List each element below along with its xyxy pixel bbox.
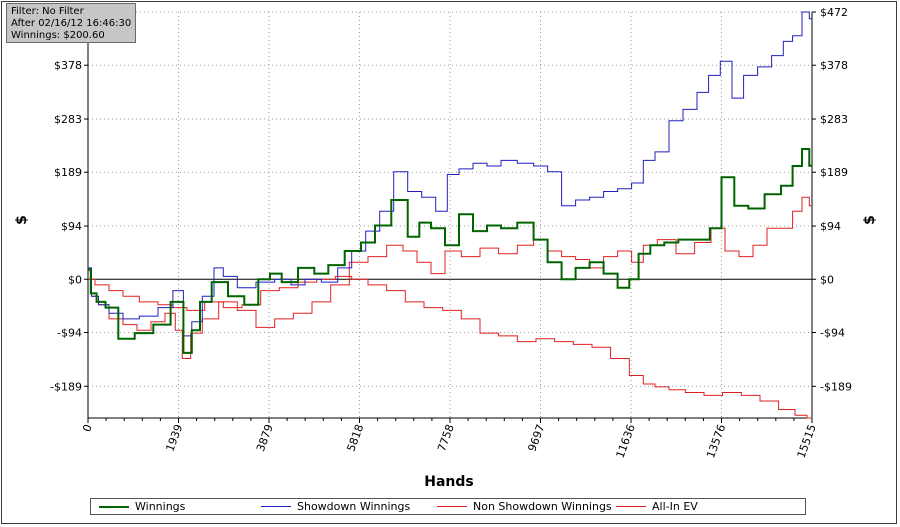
y-tick-label-right: -$94 — [820, 326, 845, 339]
y-tick-label-right: $0 — [820, 273, 834, 286]
legend-label: Showdown Winnings — [297, 500, 411, 513]
x-tick-label: 3879 — [254, 423, 276, 454]
filter-info-box: Filter: No Filter After 02/16/12 16:46:3… — [6, 3, 136, 43]
series-line-all-in-ev — [88, 196, 812, 359]
legend-label: Non Showdown Winnings — [473, 500, 612, 513]
filter-date-text: After 02/16/12 16:46:30 — [11, 18, 132, 29]
y-tick-label-left: -$94 — [57, 326, 82, 339]
legend-label: All-In EV — [652, 500, 698, 513]
legend-swatch — [437, 506, 467, 507]
x-tick-label: 13576 — [704, 423, 728, 460]
x-tick-label: 11636 — [614, 423, 638, 460]
series-layer — [88, 11, 812, 419]
y-tick-label-left: $0 — [68, 273, 82, 286]
legend-swatch — [616, 506, 646, 507]
y-tick-label-right: $472 — [820, 6, 848, 19]
legend-item-showdown-winnings: Showdown Winnings — [261, 499, 410, 514]
legend-item-non-showdown-winnings: Non Showdown Winnings — [437, 499, 612, 514]
legend-label: Winnings — [135, 500, 186, 513]
x-tick-label: 15515 — [795, 423, 819, 460]
y-tick-label-right: $189 — [820, 166, 848, 179]
legend-swatch — [99, 505, 129, 508]
legend-swatch — [261, 506, 291, 507]
series-line-non-showdown-winnings — [88, 275, 812, 419]
series-line-winnings — [88, 148, 812, 354]
filter-winnings-text: Winnings: $200.60 — [11, 30, 105, 41]
y-tick-label-left: $378 — [54, 59, 82, 72]
x-axis-title: Hands — [424, 474, 474, 490]
series-line-showdown-winnings — [88, 11, 812, 337]
legend-item-winnings: Winnings — [99, 499, 185, 514]
y-tick-label-right: $94 — [820, 220, 841, 233]
y-tick-label-left: $94 — [61, 220, 82, 233]
filter-text: Filter: No Filter — [11, 6, 84, 17]
x-tick-label: 1939 — [164, 423, 186, 454]
chart-legend: Winnings Showdown Winnings Non Showdown Wi… — [90, 498, 806, 515]
x-tick-label: 0 — [80, 423, 95, 434]
y-axis-title-left: $ — [14, 215, 30, 225]
legend-item-all-in-ev: All-In EV — [616, 499, 698, 514]
y-tick-label-left: $283 — [54, 113, 82, 126]
y-tick-label-left: $189 — [54, 166, 82, 179]
y-tick-label-right: $283 — [820, 113, 848, 126]
grid-layer — [88, 11, 813, 418]
x-tick-label: 7758 — [435, 423, 457, 454]
y-tick-label-right: $378 — [820, 59, 848, 72]
y-tick-label-left: -$189 — [50, 380, 82, 393]
y-axis-title-right: $ — [862, 215, 878, 225]
y-tick-label-right: -$189 — [820, 380, 852, 393]
x-tick-label: 5818 — [345, 423, 367, 454]
x-tick-label: 9697 — [526, 423, 548, 454]
